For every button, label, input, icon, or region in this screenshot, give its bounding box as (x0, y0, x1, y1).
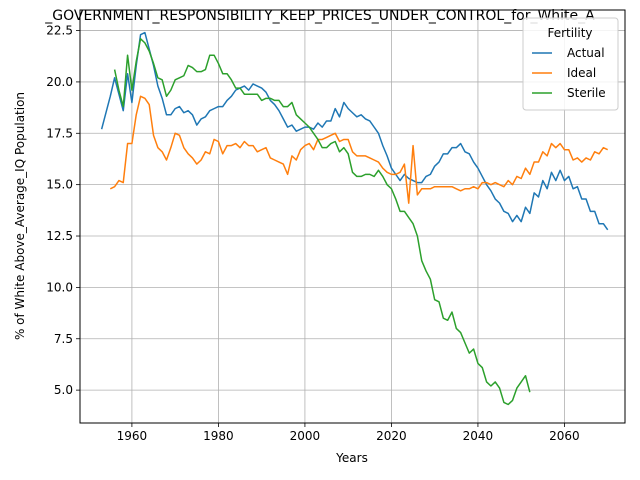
x-tick-label: 2040 (463, 429, 494, 443)
y-tick-label: 5.0 (54, 383, 73, 397)
legend-label-sterile: Sterile (567, 86, 606, 100)
series-line-actual (100, 31, 609, 231)
x-axis-ticks: 1960 1980 2000 2020 2040 2060 (117, 423, 580, 443)
legend: Fertility Actual Ideal Sterile (522, 17, 619, 111)
y-tick-label: 20.0 (46, 75, 73, 89)
series-line-sterile (113, 38, 531, 406)
x-tick-label: 2060 (549, 429, 580, 443)
legend-label-actual: Actual (567, 46, 605, 60)
legend-title: Fertility (547, 26, 592, 40)
series-line-ideal (109, 95, 609, 204)
y-tick-label: 17.5 (46, 126, 73, 140)
y-axis-ticks: 5.0 7.5 10.0 12.5 15.0 17.5 20.0 22.5 (46, 24, 80, 397)
x-tick-label: 2000 (290, 429, 321, 443)
y-axis-label: % of White Above_Average_IQ Population (13, 92, 27, 340)
x-tick-label: 1960 (117, 429, 148, 443)
y-tick-label: 22.5 (46, 24, 73, 38)
plot-area-frame (79, 9, 626, 424)
chart-title: _GOVERNMENT_RESPONSIBILITY_KEEP_PRICES_U… (44, 8, 595, 24)
x-tick-label: 2020 (376, 429, 407, 443)
y-tick-label: 15.0 (46, 178, 73, 192)
x-axis-label: Years (335, 451, 368, 465)
y-tick-label: 12.5 (46, 229, 73, 243)
legend-label-ideal: Ideal (567, 66, 596, 80)
y-tick-label: 10.0 (46, 280, 73, 294)
series-lines (100, 31, 609, 406)
x-tick-label: 1980 (203, 429, 234, 443)
y-tick-label: 7.5 (54, 332, 73, 346)
legend-box (522, 17, 619, 111)
